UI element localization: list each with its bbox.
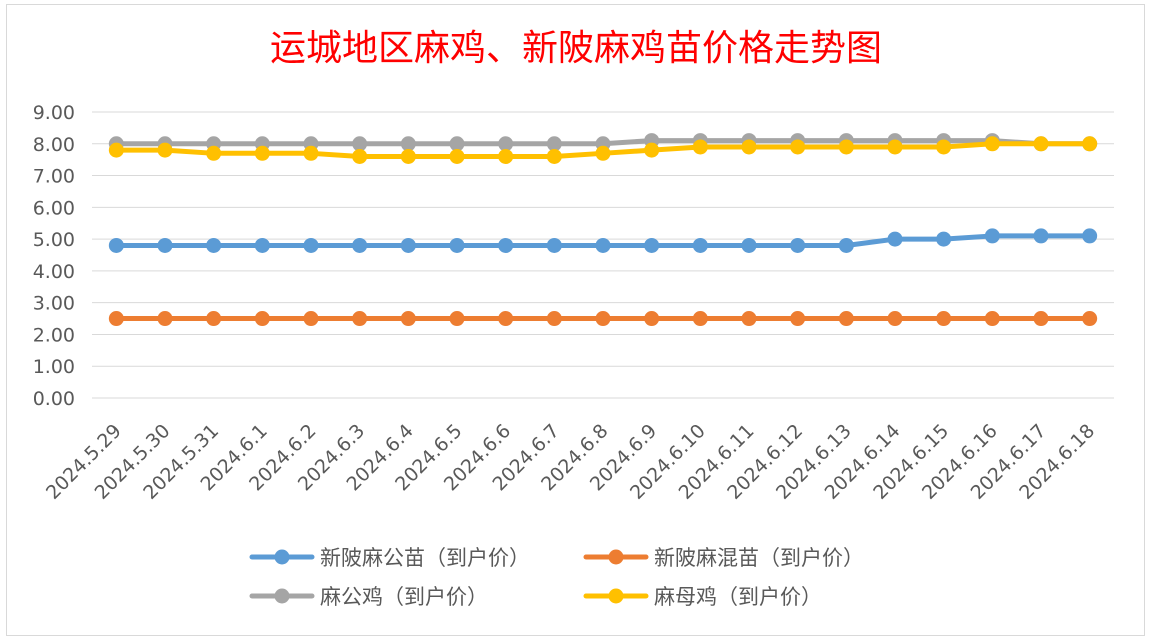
data-point [838, 139, 854, 155]
data-point [498, 311, 514, 327]
data-point [595, 237, 611, 253]
legend-label: 新陂麻混苗（到户价） [654, 546, 864, 570]
data-point [887, 139, 903, 155]
data-point [838, 237, 854, 253]
data-point [352, 237, 368, 253]
y-tick-label: 8.00 [33, 134, 75, 156]
data-point [1082, 311, 1098, 327]
data-point [157, 237, 173, 253]
data-point [400, 136, 416, 152]
data-point [644, 237, 660, 253]
data-point [1082, 136, 1098, 152]
legend-label: 麻母鸡（到户价） [654, 585, 822, 609]
data-point [741, 311, 757, 327]
series-4 [108, 136, 1098, 164]
legend-item: 新陂麻公苗（到户价） [249, 546, 530, 570]
data-point [790, 139, 806, 155]
data-point [887, 311, 903, 327]
data-point [400, 237, 416, 253]
data-point [449, 136, 465, 152]
legend-item: 新陂麻混苗（到户价） [583, 546, 864, 570]
data-point [400, 311, 416, 327]
data-point [936, 311, 952, 327]
data-point [303, 145, 319, 161]
data-point [595, 145, 611, 161]
legend-marker [608, 549, 624, 565]
data-point [838, 311, 854, 327]
y-tick-label: 9.00 [33, 102, 75, 124]
y-tick-label: 0.00 [33, 388, 75, 410]
data-point [498, 136, 514, 152]
y-axis-ticks: 0.00 1.00 2.00 3.00 4.00 5.00 6.00 7.00 8.00 9.00 [33, 102, 75, 410]
y-tick-label: 3.00 [33, 293, 75, 315]
data-point [692, 311, 708, 327]
data-point [108, 311, 124, 327]
data-point [741, 237, 757, 253]
data-point [984, 228, 1000, 244]
data-point [644, 142, 660, 158]
data-point [400, 148, 416, 164]
data-point [741, 139, 757, 155]
data-point [254, 237, 270, 253]
x-axis-ticks: 2024.5.292024.5.302024.5.312024.6.12024.… [42, 420, 1099, 504]
data-point [887, 231, 903, 247]
data-point [790, 237, 806, 253]
legend-marker [608, 588, 624, 604]
data-point [352, 311, 368, 327]
data-point [692, 237, 708, 253]
data-point [498, 237, 514, 253]
data-point [254, 145, 270, 161]
data-point [984, 136, 1000, 152]
data-point [498, 148, 514, 164]
data-point [692, 139, 708, 155]
y-tick-label: 2.00 [33, 324, 75, 346]
data-point [303, 237, 319, 253]
data-point [157, 142, 173, 158]
data-point [108, 142, 124, 158]
legend: 新陂麻公苗（到户价） 新陂麻混苗（到户价） 麻公鸡（到户价） 麻母鸡（到户价） [249, 546, 864, 609]
data-point [449, 148, 465, 164]
data-point [352, 136, 368, 152]
data-point [449, 311, 465, 327]
data-point [1033, 228, 1049, 244]
data-point [546, 237, 562, 253]
data-point [546, 311, 562, 327]
data-point [157, 311, 173, 327]
series-1 [108, 228, 1098, 253]
data-point [254, 311, 270, 327]
legend-marker [274, 549, 290, 565]
y-tick-label: 5.00 [33, 229, 75, 251]
legend-label: 新陂麻公苗（到户价） [320, 546, 530, 570]
data-point [108, 237, 124, 253]
data-point [303, 311, 319, 327]
y-tick-label: 4.00 [33, 261, 75, 283]
y-tick-label: 1.00 [33, 356, 75, 378]
data-point [546, 148, 562, 164]
legend-marker [274, 588, 290, 604]
data-point [936, 231, 952, 247]
legend-item: 麻母鸡（到户价） [583, 585, 822, 609]
data-point [1033, 311, 1049, 327]
chart-title: 运城地区麻鸡、新陂麻鸡苗价格走势图 [270, 28, 882, 69]
data-point [790, 311, 806, 327]
data-point [1082, 228, 1098, 244]
data-point [352, 148, 368, 164]
data-point [936, 139, 952, 155]
y-tick-label: 6.00 [33, 197, 75, 219]
data-point [449, 237, 465, 253]
data-point [546, 136, 562, 152]
y-tick-label: 7.00 [33, 166, 75, 188]
data-point [206, 237, 222, 253]
series-2 [108, 311, 1098, 327]
data-point [206, 311, 222, 327]
legend-item: 麻公鸡（到户价） [249, 585, 488, 609]
data-point [595, 311, 611, 327]
series-lines [108, 133, 1098, 327]
data-point [984, 311, 1000, 327]
data-point [644, 311, 660, 327]
legend-label: 麻公鸡（到户价） [320, 585, 488, 609]
data-point [206, 145, 222, 161]
data-point [1033, 136, 1049, 152]
